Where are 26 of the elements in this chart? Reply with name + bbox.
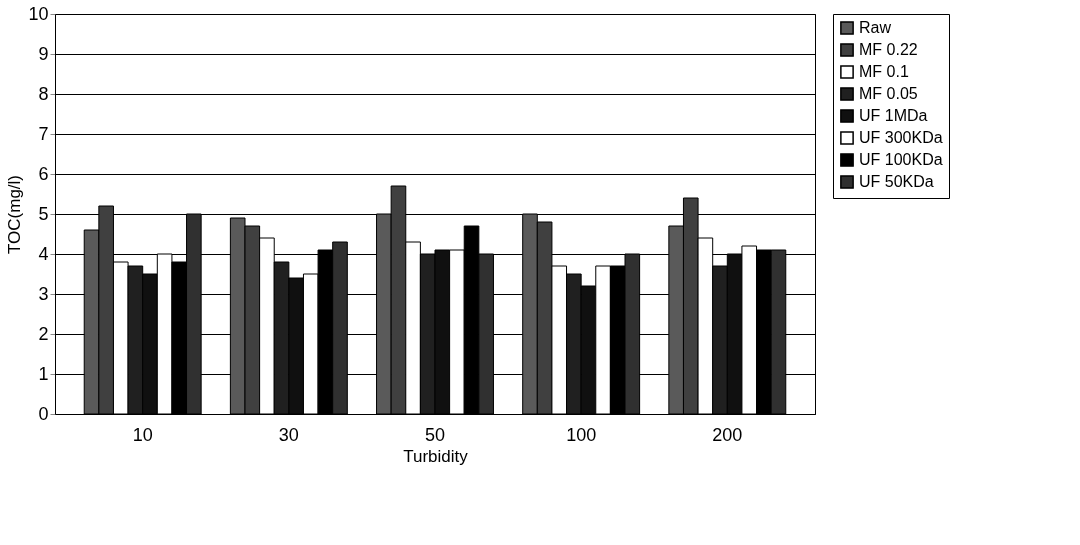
legend-label: MF 0.05 (859, 85, 918, 102)
y-tick-label: 5 (38, 203, 49, 224)
x-axis-title: Turbidity (403, 446, 469, 466)
x-tick-label: 100 (566, 424, 597, 445)
y-tick-label: 6 (38, 163, 49, 184)
x-tick-label: 10 (132, 424, 153, 445)
y-tick-label: 1 (38, 363, 49, 384)
y-tick-label: 10 (28, 3, 49, 24)
y-axis-title: TOC(mg/l) (5, 174, 25, 255)
y-tick-label: 8 (38, 83, 49, 104)
legend-label: UF 50KDa (859, 173, 934, 190)
x-tick-label: 50 (424, 424, 446, 445)
y-tick-label: 4 (38, 243, 49, 264)
legend-label: MF 0.1 (859, 63, 909, 80)
legend-label: MF 0.22 (859, 41, 918, 58)
y-tick-label: 9 (38, 43, 49, 64)
legend-label: UF 1MDa (859, 107, 928, 124)
y-tick-label: 7 (38, 123, 49, 144)
legend-label: Raw (859, 19, 892, 36)
legend-label: UF 300KDa (859, 129, 943, 146)
x-tick-label: 200 (712, 424, 743, 445)
y-tick-label: 0 (38, 403, 49, 424)
y-tick-label: 3 (38, 283, 49, 304)
x-tick-label: 30 (278, 424, 299, 445)
y-tick-label: 2 (38, 323, 49, 344)
legend-label: UF 100KDa (859, 151, 943, 168)
